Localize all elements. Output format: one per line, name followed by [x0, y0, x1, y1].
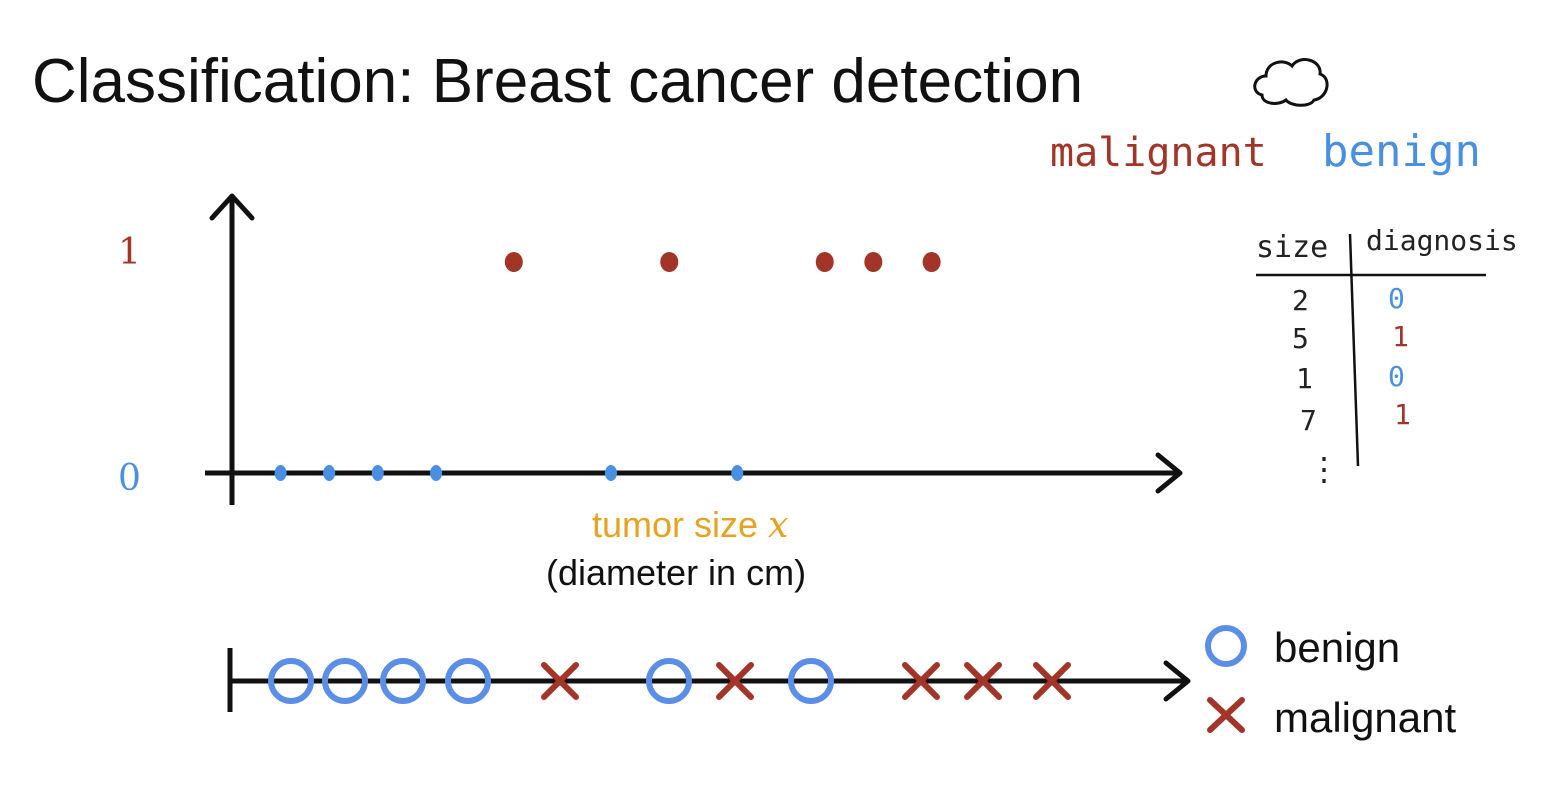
legend-malignant-label: malignant — [1274, 694, 1457, 741]
strip-malignant-marker — [541, 662, 579, 700]
strip-benign-marker — [646, 658, 692, 704]
benign-point — [371, 465, 384, 481]
benign-point — [430, 465, 443, 481]
table-cell-diagnosis: 0 — [1388, 282, 1405, 315]
strip-benign-marker — [322, 658, 368, 704]
table-cell-diagnosis: 0 — [1388, 360, 1405, 393]
benign-point — [731, 465, 744, 481]
table-cell-size: 2 — [1292, 284, 1309, 317]
legend-benign-icon — [1205, 625, 1247, 667]
malignant-point — [815, 252, 834, 272]
strip-malignant-marker — [964, 662, 1002, 700]
strip-benign-marker — [445, 658, 491, 704]
table-cell-diagnosis: 1 — [1394, 398, 1411, 431]
x-axis-sublabel: (diameter in cm) — [546, 552, 807, 593]
malignant-point — [504, 252, 523, 272]
x-axis-label: tumor size x — [592, 504, 789, 546]
benign-point — [274, 465, 287, 481]
page-title: Classification: Breast cancer detection — [32, 47, 1084, 116]
strip-malignant-marker — [1033, 662, 1071, 700]
legend-malignant-icon — [1207, 697, 1245, 733]
strip-benign-marker — [268, 658, 314, 704]
benign-point — [323, 465, 336, 481]
table-cell-size: 5 — [1292, 322, 1309, 355]
table-cell-size: 1 — [1296, 362, 1313, 395]
strip-malignant-marker — [716, 662, 754, 700]
malignant-point — [660, 252, 679, 272]
table-cell-diagnosis: 1 — [1392, 320, 1409, 353]
table-ellipsis: ⋮ — [1308, 451, 1340, 487]
legend-benign-label: benign — [1274, 624, 1401, 671]
strip-benign-marker — [380, 658, 426, 704]
strip-axis-arrowhead — [1163, 660, 1191, 702]
malignant-point — [864, 252, 883, 272]
y-axis-arrowhead — [209, 193, 255, 221]
strip-benign-marker — [788, 658, 834, 704]
y-tick-1: 1 — [118, 232, 141, 273]
benign-point — [604, 465, 617, 481]
handwritten-benign-label: benign — [1322, 126, 1481, 177]
handwritten-malignant-label: malignant — [1050, 130, 1267, 176]
table-cell-size: 7 — [1300, 404, 1317, 437]
table-header-size: size — [1256, 230, 1329, 265]
x-axis-arrowhead — [1155, 452, 1183, 494]
y-tick-0: 0 — [118, 458, 141, 499]
table-header-diagnosis: diagnosis — [1366, 224, 1518, 257]
table-divider — [1348, 233, 1360, 467]
strip-malignant-marker — [902, 662, 940, 700]
malignant-point — [922, 252, 941, 272]
